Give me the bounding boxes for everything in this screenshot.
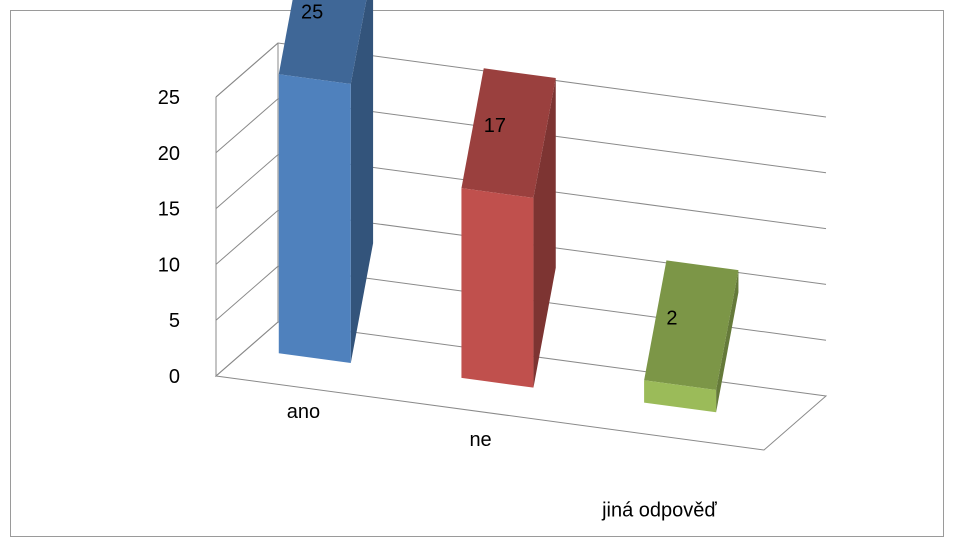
bar	[644, 380, 717, 413]
bars: 25 17 2	[278, 0, 739, 413]
data-label: 2	[666, 307, 677, 329]
bar-side	[716, 270, 739, 413]
data-label: 25	[301, 1, 323, 23]
y-tick-label: 20	[158, 143, 180, 165]
bar	[278, 74, 351, 363]
side-wall-edge	[215, 97, 279, 378]
x-category-label: ano	[287, 401, 320, 423]
x-category-label: ne	[469, 429, 491, 451]
bar-top	[278, 0, 367, 84]
gridline	[215, 265, 827, 341]
x-category-label: jiná odpověď	[601, 500, 717, 522]
y-tick-label: 10	[158, 254, 180, 276]
gridline	[215, 209, 827, 285]
y-axis-ticks: 0 5 10 15 20 25	[158, 87, 180, 388]
y-tick-label: 25	[158, 87, 180, 109]
bar-top	[461, 68, 556, 198]
x-axis-categories: ano ne jiná odpověď	[287, 401, 718, 521]
y-tick-label: 5	[169, 310, 180, 332]
floor	[214, 321, 828, 451]
y-tick-label: 15	[158, 199, 180, 221]
bar-side	[350, 0, 374, 363]
gridlines	[215, 42, 827, 341]
y-tick-label: 0	[169, 366, 180, 388]
gridline	[215, 154, 827, 230]
bar-side	[533, 78, 556, 388]
bar	[461, 188, 534, 388]
gridline	[215, 42, 827, 118]
data-label: 17	[484, 115, 506, 137]
gridline	[215, 98, 827, 174]
bar-top	[644, 260, 739, 390]
